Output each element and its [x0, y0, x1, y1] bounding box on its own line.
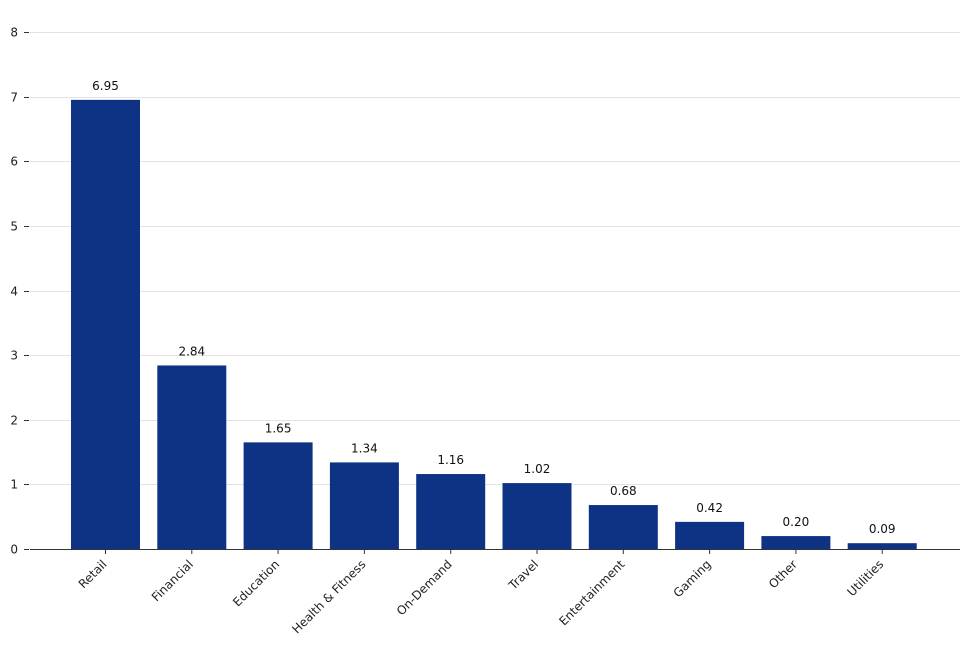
y-tick-label: 7: [10, 91, 18, 105]
x-tick-label: Gaming: [671, 557, 714, 600]
y-tick-label: 3: [10, 349, 18, 363]
y-tick-label: 6: [10, 155, 18, 169]
bar-6: [502, 483, 572, 549]
x-tick-label: Retail: [76, 557, 110, 591]
x-tick-label: Travel: [505, 557, 541, 593]
bar-2: [157, 365, 227, 549]
data-label: 0.68: [610, 484, 637, 498]
bar-9: [761, 536, 831, 549]
x-tick-label: Health & Fitness: [289, 557, 368, 636]
x-tick-label: Other: [766, 557, 800, 591]
x-tick-label: Financial: [149, 557, 196, 604]
bar-1: [71, 99, 140, 549]
data-label: 1.02: [524, 462, 551, 476]
x-tick-label: On-Demand: [394, 557, 455, 618]
x-tick-label: Entertainment: [556, 557, 627, 628]
data-label: 1.65: [265, 421, 292, 435]
y-tick-label: 2: [10, 414, 18, 428]
bar-8: [675, 521, 745, 549]
data-label: 1.34: [351, 441, 378, 455]
data-label: 2.84: [178, 344, 205, 358]
data-label: 6.95: [92, 79, 119, 93]
y-tick-label: 5: [10, 220, 18, 234]
data-label: 1.16: [437, 453, 464, 467]
y-tick-label: 4: [10, 285, 18, 299]
bar-5: [416, 474, 486, 549]
y-tick-label: 0: [10, 543, 18, 557]
y-tick-label: 1: [10, 478, 18, 492]
data-label: 0.42: [696, 501, 723, 515]
bar-3: [243, 442, 313, 549]
bar-4: [329, 462, 399, 549]
x-tick-label: Education: [230, 557, 282, 609]
bar-7: [588, 505, 658, 549]
bar-10: [847, 543, 917, 549]
y-tick-label: 8: [10, 26, 18, 40]
x-tick-label: Utilities: [844, 557, 886, 599]
data-label: 0.09: [869, 522, 896, 536]
data-label: 0.20: [783, 515, 810, 529]
